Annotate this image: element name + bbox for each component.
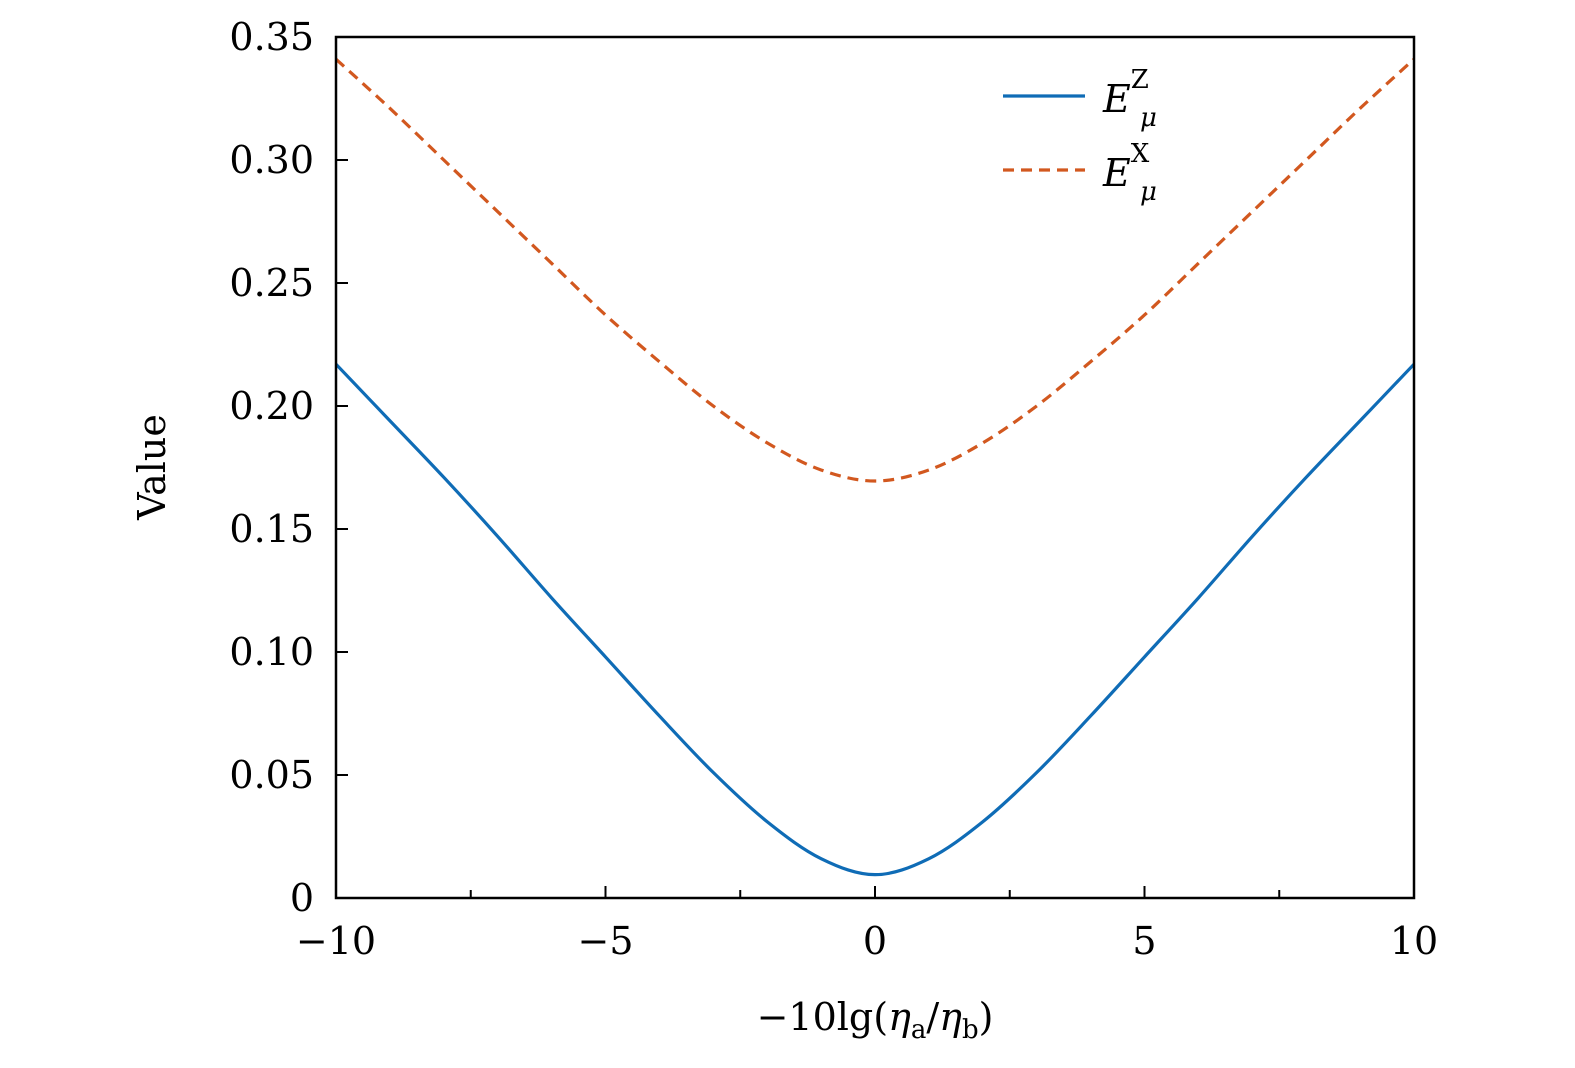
x-tick-label: −5 <box>577 919 633 963</box>
y-tick-label: 0.10 <box>229 630 314 674</box>
x-axis-label-slash: / <box>926 995 939 1039</box>
y-axis-label: Value <box>130 414 174 521</box>
series-layer <box>334 57 1416 877</box>
y-tick-label: 0.20 <box>229 384 314 428</box>
legend-label: EX μ <box>1102 139 1157 207</box>
x-axis-label-close: ) <box>979 995 994 1039</box>
x-axis-label-sub-a: a <box>911 1015 927 1045</box>
y-tick-label: 0.15 <box>229 507 314 551</box>
y-tick-label: 0 <box>290 876 314 920</box>
legend-label-sup: Z <box>1131 65 1149 95</box>
legend-label-sup: X <box>1131 139 1150 169</box>
legend-label-sub: μ <box>1140 103 1157 133</box>
x-axis-label-prefix: −10lg( <box>757 995 889 1039</box>
x-tick-label: 10 <box>1390 919 1438 963</box>
y-tick-label: 0.05 <box>229 753 314 797</box>
y-tick-label: 0.35 <box>229 15 314 59</box>
ticks-layer: −10 −5 0 5 10 0 0.05 0.10 0.15 0.20 0.25 0.30 0.35 <box>229 15 1438 963</box>
y-tick-label: 0.25 <box>229 261 314 305</box>
legend-label-main: E <box>1102 151 1131 195</box>
x-axis-label: −10lg(ηa/ηb) <box>757 995 994 1045</box>
x-tick-label: 5 <box>1132 919 1156 963</box>
x-axis-label-eta-b: η <box>939 995 962 1039</box>
x-axis-label-sub-b: b <box>962 1015 979 1045</box>
legend: EZ μEX μ <box>1003 65 1157 207</box>
plot-frame <box>334 35 1416 900</box>
legend-label: EZ μ <box>1102 65 1157 133</box>
series-line-ex <box>334 57 1416 483</box>
legend-label-main: E <box>1102 77 1131 121</box>
y-tick-label: 0.30 <box>229 138 314 182</box>
x-tick-label: −10 <box>296 919 376 963</box>
series-line-ez <box>334 363 1416 877</box>
x-axis-label-eta-a: η <box>888 995 911 1039</box>
x-tick-label: 0 <box>863 919 887 963</box>
legend-label-sub: μ <box>1140 177 1157 207</box>
